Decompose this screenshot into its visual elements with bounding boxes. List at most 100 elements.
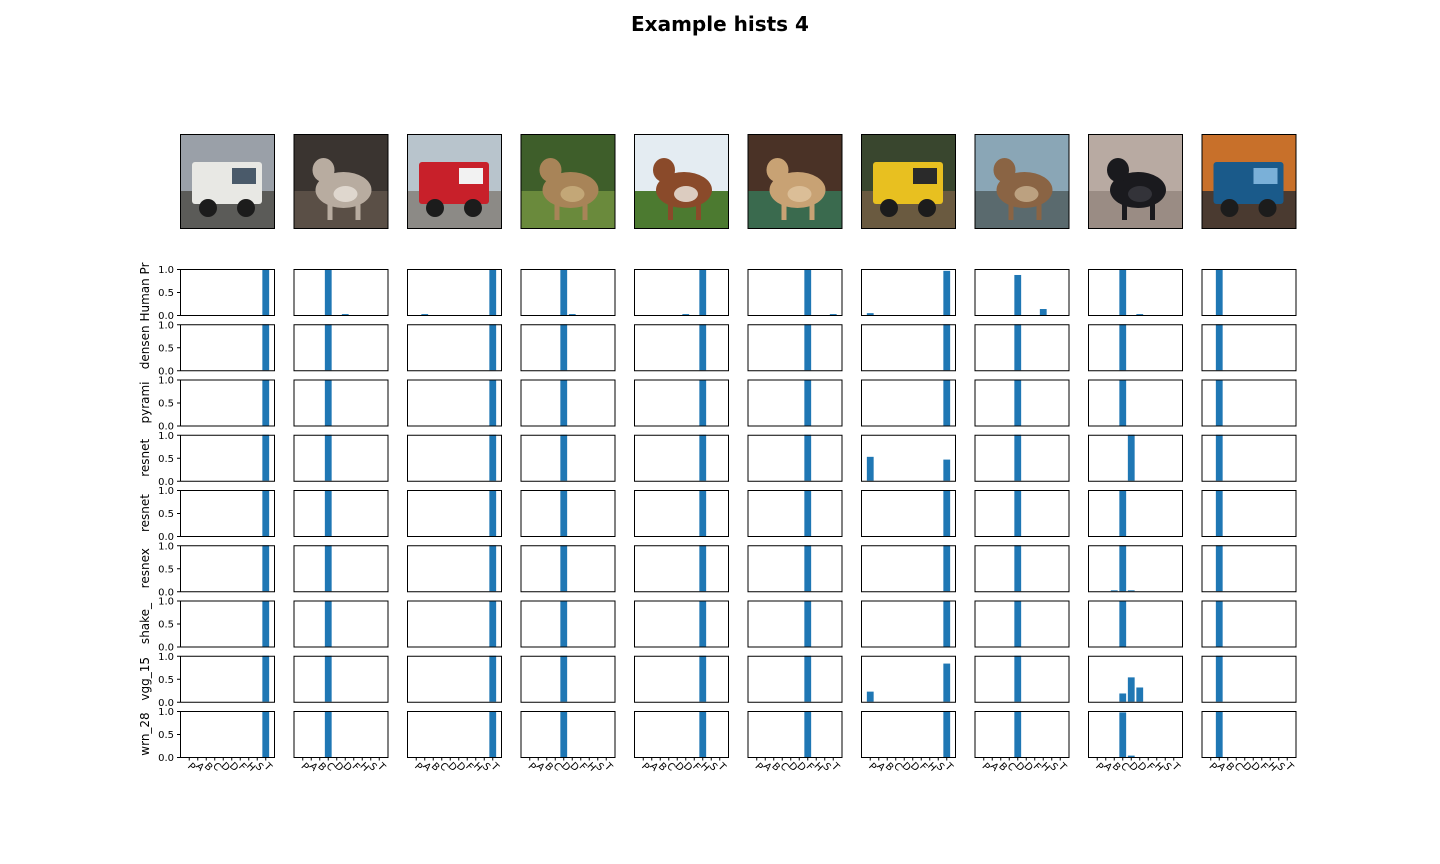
axes-frame	[747, 490, 843, 537]
histogram-bar	[1215, 600, 1223, 647]
axes-frame	[861, 545, 956, 593]
y-tick-label: 0.0	[158, 477, 174, 488]
axes-frame	[520, 324, 616, 372]
animal-leg	[582, 200, 588, 220]
histogram-bar	[560, 324, 568, 371]
histogram-bar	[568, 314, 576, 315]
axes-frame	[407, 490, 502, 537]
axes-frame	[407, 269, 502, 316]
histogram-bar	[489, 379, 497, 426]
histogram-bar	[560, 545, 568, 592]
vehicle-wheel	[1220, 199, 1239, 217]
image-frame	[407, 134, 502, 229]
image-frame	[293, 134, 389, 229]
histogram-bar	[421, 314, 429, 315]
axes-frame	[747, 379, 843, 427]
histogram-bar	[699, 379, 707, 426]
histogram-bar	[804, 434, 812, 481]
axes-frame	[407, 324, 502, 372]
histogram-bar	[262, 269, 270, 315]
histogram-bar	[489, 600, 497, 647]
histogram-bar	[699, 600, 707, 647]
y-tick-label: 0.5	[158, 454, 174, 465]
histogram-bar	[1215, 434, 1223, 481]
axes-frame	[293, 379, 389, 427]
histogram-bar	[1014, 711, 1022, 757]
animal-head	[993, 158, 1016, 182]
axes-frame	[520, 434, 616, 482]
histogram-bar	[804, 711, 812, 757]
image-frame	[747, 134, 843, 229]
histogram-bar	[1110, 590, 1118, 592]
histogram-bar	[1119, 269, 1127, 315]
histogram-bar	[1039, 309, 1047, 315]
vehicle-window	[913, 168, 937, 184]
image-frame	[520, 134, 616, 229]
histogram-bar	[324, 655, 332, 702]
histogram-bar	[699, 545, 707, 592]
y-tick-label: 0.0	[158, 422, 174, 433]
y-tick-label: 1.0	[158, 707, 174, 718]
axes-frame	[293, 545, 389, 593]
axes-frame	[747, 269, 843, 316]
vehicle-wheel	[880, 199, 898, 217]
histogram-bar	[699, 711, 707, 757]
row-label: Human Pr	[138, 262, 152, 321]
axes-frame	[520, 379, 616, 427]
axes-frame	[634, 711, 729, 758]
axes-frame	[293, 434, 389, 482]
row-label: wrn_28	[138, 712, 152, 755]
axes-frame	[1088, 434, 1183, 482]
axes-frame	[634, 600, 729, 648]
animal-leg	[1008, 200, 1014, 220]
histogram-bar	[560, 490, 568, 536]
axes-frame	[1201, 545, 1297, 593]
axes-frame	[1088, 600, 1183, 648]
animal-head	[1107, 158, 1129, 182]
animal-leg	[781, 200, 787, 220]
y-tick-label: 1.0	[158, 431, 174, 442]
histogram-bar	[1215, 711, 1223, 757]
histogram-bar	[943, 490, 951, 536]
histogram-bar	[560, 711, 568, 757]
histogram-bar	[324, 269, 332, 315]
histogram-bar	[943, 545, 951, 592]
axes-frame	[634, 379, 729, 427]
axes-frame	[1088, 269, 1183, 316]
axes-frame	[293, 490, 389, 537]
axes-frame	[1201, 269, 1297, 316]
histogram-bar	[866, 456, 874, 481]
histogram-bar	[1127, 755, 1135, 757]
animal-leg	[668, 200, 673, 220]
histogram-bar	[1014, 434, 1022, 481]
animal-marking	[674, 186, 698, 202]
axes-frame	[1201, 655, 1297, 703]
histogram-bar	[324, 434, 332, 481]
axes-frame	[407, 711, 502, 758]
animal-head	[766, 158, 789, 182]
axes-frame	[1201, 600, 1297, 648]
animal-marking	[787, 186, 812, 202]
animal-leg	[1122, 200, 1127, 220]
y-tick-label: 1.0	[158, 652, 174, 663]
axes-frame	[293, 600, 389, 648]
vehicle-window	[232, 168, 256, 184]
histogram-bar	[1119, 490, 1127, 536]
histogram-bar	[682, 314, 690, 315]
vehicle-window	[1253, 168, 1278, 184]
histogram-bar	[829, 314, 837, 315]
vehicle-wheel	[464, 199, 482, 217]
axes-frame	[861, 324, 956, 372]
y-tick-label: 0.5	[158, 564, 174, 575]
histogram-bar	[699, 434, 707, 481]
y-tick-label: 0.0	[158, 753, 174, 764]
histogram-bar	[866, 313, 874, 315]
animal-leg	[355, 200, 361, 220]
y-tick-label: 1.0	[158, 541, 174, 552]
histogram-bar	[324, 600, 332, 647]
histogram-bar	[560, 379, 568, 426]
animal-leg	[327, 200, 333, 220]
histogram-bar	[341, 314, 349, 315]
axes-frame	[1201, 434, 1297, 482]
